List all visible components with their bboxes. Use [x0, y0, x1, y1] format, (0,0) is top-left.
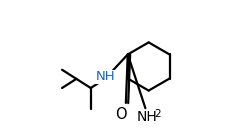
Text: NH: NH — [96, 70, 115, 83]
Text: NH: NH — [136, 110, 157, 124]
Text: O: O — [115, 107, 127, 122]
Text: 2: 2 — [154, 109, 161, 119]
